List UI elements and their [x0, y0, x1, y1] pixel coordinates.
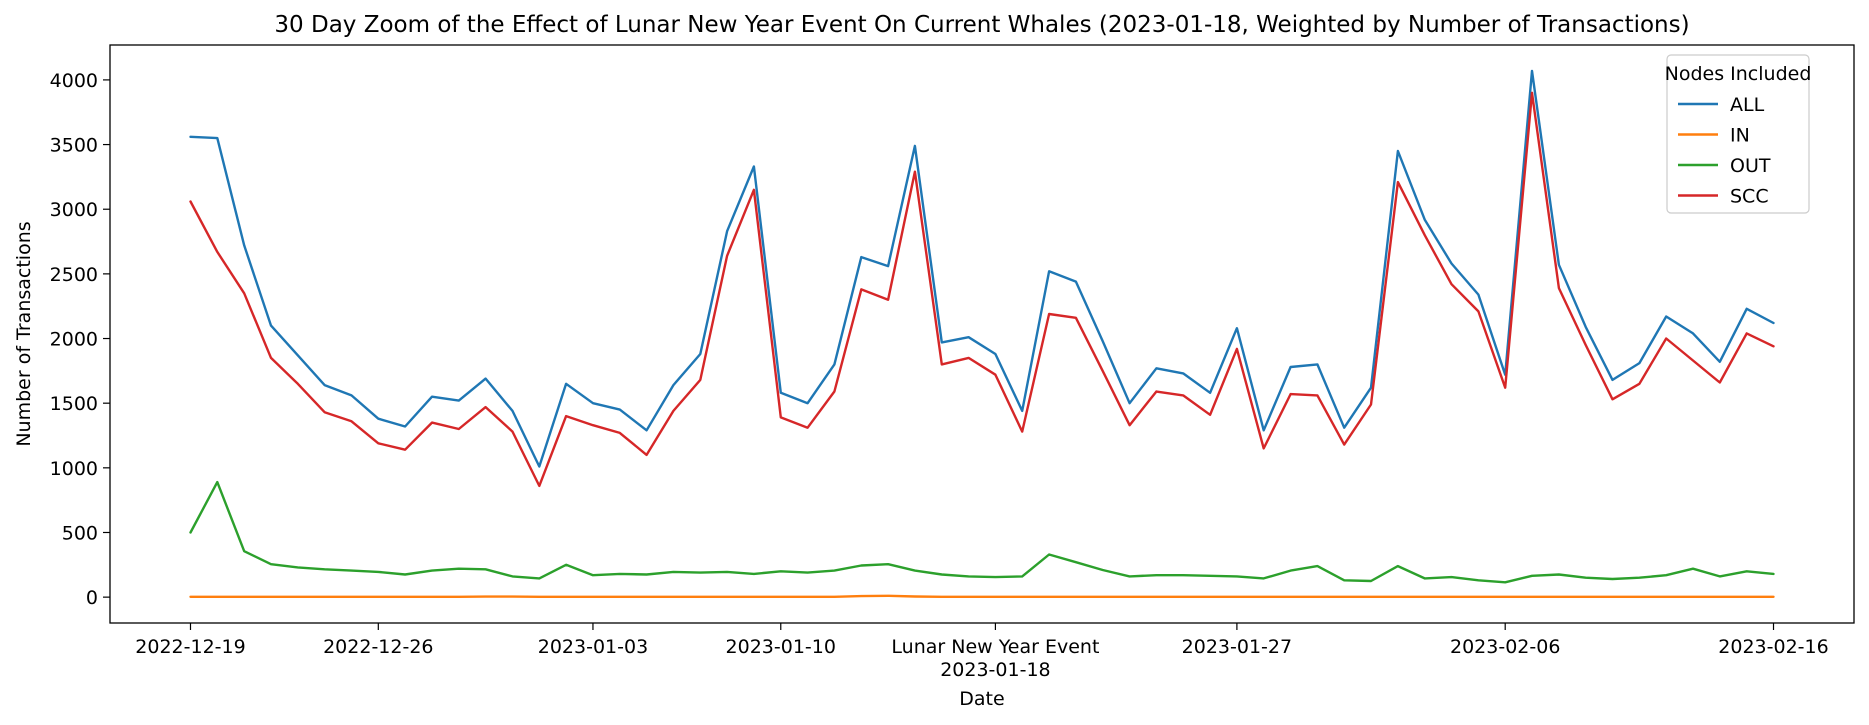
x-axis-title: Date: [959, 688, 1004, 710]
y-tick-label: 3500: [50, 135, 98, 157]
y-axis: 0 500 1000 1500 2000 2500 3000 3500 4000: [50, 70, 110, 609]
series-line-out: [189, 480, 1775, 584]
legend-label-scc: SCC: [1730, 186, 1769, 208]
x-tick-label: 2022-12-26: [323, 636, 433, 658]
legend-label-in: IN: [1730, 125, 1750, 147]
x-tick-label: 2023-01-10: [726, 636, 836, 658]
x-tick-event-label: Lunar New Year Event: [891, 636, 1099, 658]
x-tick-label: 2023-02-16: [1718, 636, 1828, 658]
x-tick-label: 2023-02-06: [1450, 636, 1560, 658]
series-line-scc: [189, 91, 1775, 488]
plot-frame: [109, 44, 1855, 624]
series-line-all: [189, 69, 1775, 468]
legend-items: ALL IN OUT SCC: [1678, 94, 1771, 208]
y-tick-label: 2500: [50, 264, 98, 286]
y-tick-label: 1500: [50, 393, 98, 415]
y-tick-label: 4000: [50, 70, 98, 92]
legend-label-all: ALL: [1730, 94, 1765, 116]
legend-title: Nodes Included: [1665, 63, 1812, 85]
series-layer: [189, 69, 1775, 598]
chart-title: 30 Day Zoom of the Effect of Lunar New Y…: [274, 12, 1689, 38]
legend-label-out: OUT: [1730, 155, 1771, 177]
x-tick-label: 2023-01-03: [538, 636, 648, 658]
x-tick-label: 2023-01-18: [940, 659, 1050, 681]
y-tick-label: 0: [86, 587, 98, 609]
y-tick-label: 500: [62, 522, 98, 544]
x-tick-label: 2023-01-27: [1182, 636, 1292, 658]
x-axis: 2022-12-19 2022-12-26 2023-01-03 2023-01-10…: [135, 623, 1829, 681]
legend: Nodes Included ALL IN OUT SCC: [1665, 54, 1812, 214]
y-tick-label: 2000: [50, 329, 98, 351]
x-tick-label: 2022-12-19: [135, 636, 245, 658]
y-tick-label: 3000: [50, 199, 98, 221]
legend-box: [1666, 54, 1810, 214]
plot-area: 0 500 1000 1500 2000 2500 3000 3500 4000 2022-12…: [50, 44, 1855, 681]
series-line-in: [189, 594, 1775, 598]
y-tick-label: 1000: [50, 458, 98, 480]
y-axis-title: Number of Transactions: [13, 221, 35, 446]
